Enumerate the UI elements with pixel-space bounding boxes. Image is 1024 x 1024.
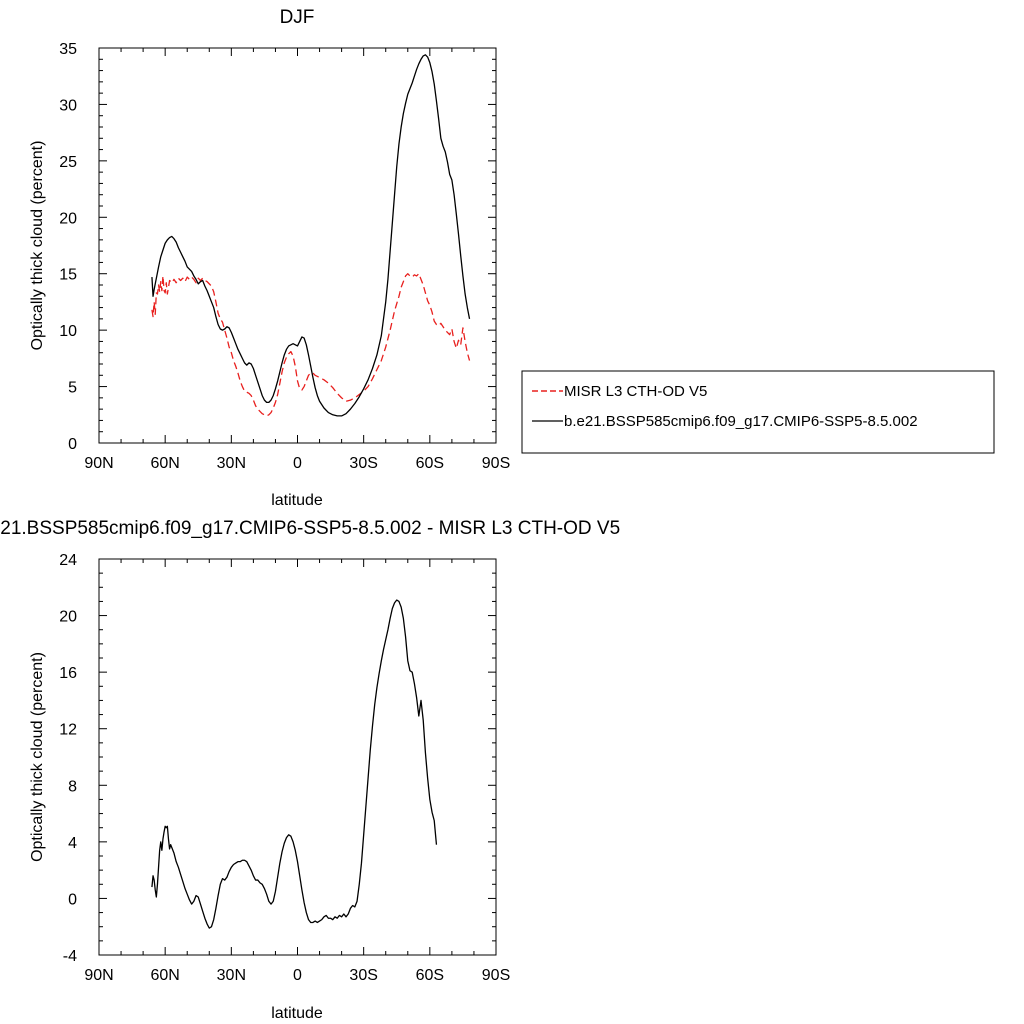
y-tick-label: 24: [59, 552, 77, 569]
series-line-1: [151, 54, 471, 417]
x-axis-title: latitude: [271, 492, 323, 509]
legend: MISR L3 CTH-OD V5 b.e21.BSSP585cmip6.f09…: [521, 370, 995, 454]
x-tick-labels: 90N 60N 30N 0 30S 60S 90S: [84, 967, 510, 984]
y-tick-labels: 0 5 10 15 20 25 30 35: [59, 41, 77, 453]
series-lines: [151, 599, 438, 929]
y-tick-labels: -4 0 4 8 12 16 20 24: [59, 552, 77, 965]
y-tick-label: 12: [59, 722, 77, 739]
x-tick-label: 90S: [482, 967, 510, 984]
x-tick-label: 0: [293, 455, 302, 472]
x-axis-title: latitude: [271, 1005, 323, 1022]
y-tick-label: 25: [59, 154, 77, 171]
x-tick-label: 60N: [150, 455, 179, 472]
plot-frame: [98, 47, 497, 444]
panel-djf: DJF 90N 60N 30N 0 30S 60S 90S 0 5 10 15 20 25 30 35 l…: [29, 7, 995, 509]
x-tick-label: 60N: [150, 967, 179, 984]
legend-frame: [521, 370, 995, 454]
y-axis-title: Optically thick cloud (percent): [29, 652, 46, 862]
panel-difference: b.e21.BSSP585cmip6.f09_g17.CMIP6-SSP5-8.…: [0, 518, 620, 1022]
y-tick-label: 20: [59, 210, 77, 227]
y-tick-label: 5: [68, 380, 77, 397]
plot-frame: [98, 558, 497, 956]
x-tick-label: 60S: [416, 455, 444, 472]
legend-entry-model: b.e21.BSSP585cmip6.f09_g17.CMIP6-SSP5-8.…: [564, 413, 918, 430]
y-tick-label: 35: [59, 41, 77, 58]
x-tick-label: 30S: [349, 455, 377, 472]
x-tick-label: 90N: [84, 455, 113, 472]
axis-ticks: [98, 47, 497, 444]
y-tick-label: 4: [68, 835, 77, 852]
y-tick-label: 10: [59, 323, 77, 340]
legend-entry-misr: MISR L3 CTH-OD V5: [564, 383, 707, 400]
x-tick-label: 60S: [416, 967, 444, 984]
x-tick-label: 30N: [217, 967, 246, 984]
y-axis-title: Optically thick cloud (percent): [29, 141, 46, 351]
series-line-0: [151, 273, 471, 417]
y-tick-label: 30: [59, 97, 77, 114]
y-tick-label: 0: [68, 436, 77, 453]
y-tick-label: 0: [68, 891, 77, 908]
x-tick-label: 90S: [482, 455, 510, 472]
panel-title: b.e21.BSSP585cmip6.f09_g17.CMIP6-SSP5-8.…: [0, 518, 620, 539]
panel-title: DJF: [280, 7, 315, 28]
x-tick-label: 30N: [217, 455, 246, 472]
y-tick-label: 15: [59, 267, 77, 284]
series-lines: [151, 54, 471, 417]
y-tick-label: 20: [59, 609, 77, 626]
series-line-0: [151, 599, 438, 929]
x-tick-labels: 90N 60N 30N 0 30S 60S 90S: [84, 455, 510, 472]
axis-ticks: [98, 558, 497, 956]
x-tick-label: 0: [293, 967, 302, 984]
x-tick-label: 30S: [349, 967, 377, 984]
x-tick-label: 90N: [84, 967, 113, 984]
y-tick-label: 8: [68, 778, 77, 795]
y-tick-label: 16: [59, 665, 77, 682]
y-tick-label: -4: [63, 948, 77, 965]
